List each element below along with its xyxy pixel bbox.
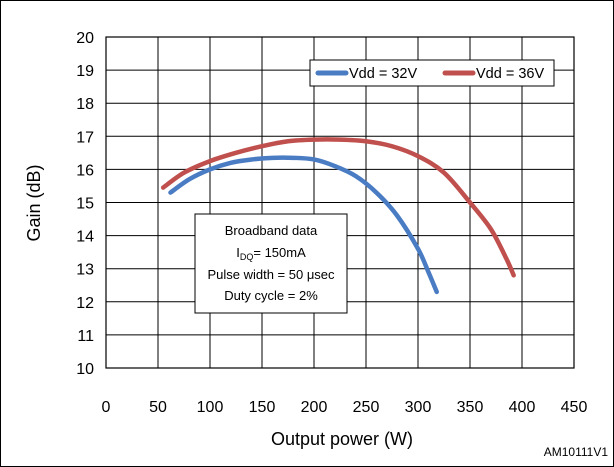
grid-lines [105,36,575,369]
x-tick-label-9: 450 [561,399,588,416]
y-tick-label-8: 18 [76,96,94,113]
x-tick-label-8: 400 [509,399,536,416]
x-tick-label-1: 50 [149,399,167,416]
x-tick-label-4: 200 [301,399,328,416]
x-axis-title: Output power (W) [271,429,413,449]
annotation-frame [194,213,348,314]
series-line-0 [168,155,439,295]
annotation-box: Broadband data IDQ= 150mA Pulse width = … [194,213,348,314]
annotation-line-1: Broadband data [225,223,318,238]
series-lines [160,137,516,295]
annotation-line-3: Pulse width = 50 μsec [207,267,335,282]
x-tick-label-6: 300 [405,399,432,416]
x-tick-label-5: 250 [353,399,380,416]
y-tick-label-2: 12 [76,295,94,312]
y-axis-title: Gain (dB) [24,164,44,241]
series-line-1 [160,137,516,278]
legend: Vdd = 32V Vdd = 36V [309,59,555,87]
x-tick-label-0: 0 [102,399,111,416]
y-tick-label-0: 10 [76,361,94,378]
y-tick-label-9: 19 [76,63,94,80]
x-tick-labels: 0 50 100 150 200 250 300 350 400 450 [102,399,588,416]
annotation-line-2: IDQ= 150mA [236,245,306,262]
figure-id: AM10111V1 [544,445,609,459]
plot-border [105,36,575,369]
y-tick-label-6: 16 [76,162,94,179]
legend-label-vdd36: Vdd = 36V [476,66,544,82]
y-tick-label-7: 17 [76,129,94,146]
y-tick-label-10: 20 [76,30,94,47]
y-tick-label-1: 11 [77,328,94,345]
annotation-line-4: Duty cycle = 2% [224,288,318,303]
y-tick-labels: 10 11 12 13 14 15 16 17 18 19 20 [76,30,94,378]
legend-box [309,59,555,87]
y-tick-label-5: 15 [76,196,94,213]
x-tick-label-2: 100 [197,399,224,416]
y-tick-label-3: 13 [76,262,94,279]
x-tick-label-3: 150 [249,399,276,416]
x-tick-label-7: 350 [457,399,484,416]
legend-label-vdd32: Vdd = 32V [349,66,417,82]
y-tick-label-4: 14 [76,229,94,246]
